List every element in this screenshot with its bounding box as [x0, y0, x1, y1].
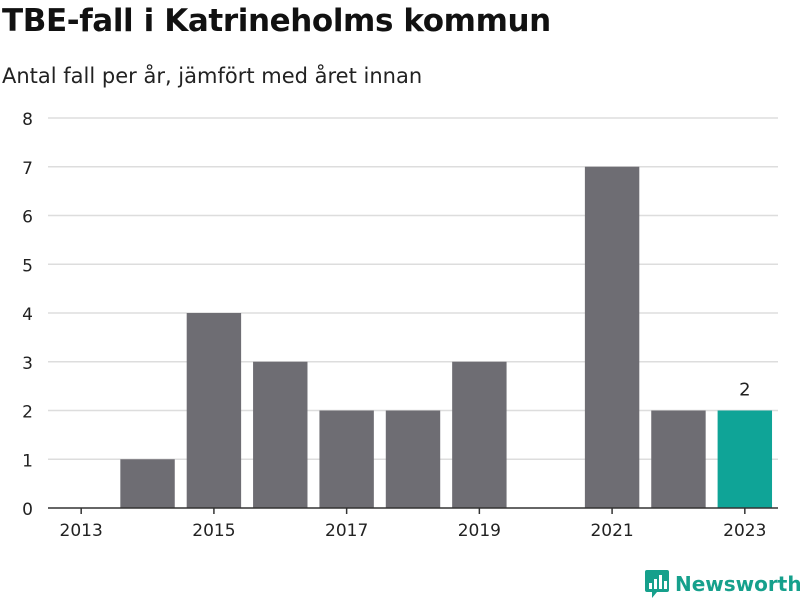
y-tick-label: 5: [22, 256, 33, 276]
y-tick-label: 2: [22, 403, 33, 423]
y-tick-label: 0: [22, 500, 33, 520]
bar-2023: [717, 410, 773, 508]
bar-2018: [385, 410, 441, 508]
x-tick-label: 2015: [192, 521, 235, 541]
x-tick-label: 2017: [325, 521, 368, 541]
bar-2016: [253, 361, 308, 508]
x-tick-label: 2021: [590, 521, 633, 541]
x-tick-label: 2013: [60, 521, 103, 541]
y-tick-label: 4: [22, 305, 33, 325]
bars: [120, 166, 773, 508]
chart-title: TBE-fall i Katrineholms kommun: [2, 3, 551, 39]
tick-labels: 0 1 2 3 4 5 6 7 8 2013 2015 2017 2019 2021 2023 2: [22, 110, 766, 541]
newsworthy-logo: Newsworthy: [644, 569, 800, 599]
bar-2015: [186, 313, 242, 508]
bar-2021: [584, 166, 640, 508]
chart-subtitle: Antal fall per år, jämfört med året inna…: [2, 64, 423, 88]
bar-2017: [319, 410, 374, 508]
y-tick-label: 7: [22, 159, 33, 179]
y-tick-label: 3: [22, 354, 33, 374]
data-label: 2: [739, 380, 750, 401]
x-tick-label: 2023: [723, 521, 766, 541]
grid-lines: [48, 117, 778, 460]
newsworthy-logo-icon: [645, 570, 669, 598]
bar-2014: [120, 459, 175, 508]
y-tick-label: 1: [22, 451, 33, 471]
brand-name: Newsworthy: [675, 572, 800, 596]
bar-2019: [452, 361, 507, 508]
bar-2022: [651, 410, 706, 508]
y-tick-label: 6: [22, 208, 33, 228]
x-axis: [48, 507, 778, 514]
y-tick-label: 8: [22, 110, 33, 130]
x-tick-label: 2019: [458, 521, 501, 541]
